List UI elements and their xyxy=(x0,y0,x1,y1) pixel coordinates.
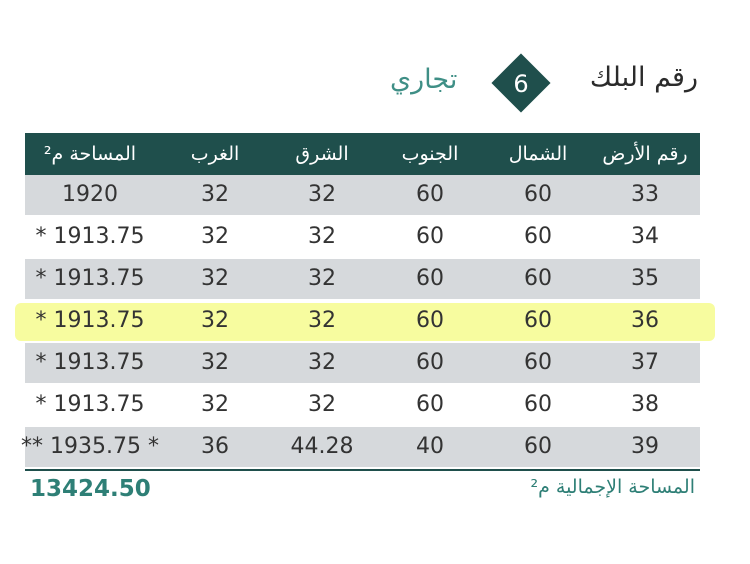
table-cell: 39 xyxy=(631,434,659,459)
row-bg xyxy=(25,343,700,383)
column-header: المساحة م² xyxy=(43,143,137,165)
block-number: 6 xyxy=(513,70,528,98)
table-cell: 32 xyxy=(308,350,336,375)
column-header: الشرق xyxy=(295,143,349,165)
highlight xyxy=(15,303,715,341)
table-cell: 60 xyxy=(416,308,444,333)
table-cell: 40 xyxy=(416,434,444,459)
divider xyxy=(25,469,700,471)
table-cell: 60 xyxy=(416,392,444,417)
row-bg xyxy=(25,259,700,299)
table-cell: 60 xyxy=(416,266,444,291)
table-cell: 32 xyxy=(201,350,229,375)
column-header: الشمال xyxy=(508,143,568,165)
table-cell: ** 1935.75 * xyxy=(21,434,159,459)
table-cell: 32 xyxy=(308,308,336,333)
table-cell: * 1913.75 xyxy=(35,308,145,333)
table-cell: 44.28 xyxy=(290,434,354,459)
total-value: 13424.50 xyxy=(30,476,151,502)
table-cell: * 1913.75 xyxy=(35,224,145,249)
table-cell: 60 xyxy=(524,392,552,417)
table-cell: 60 xyxy=(524,266,552,291)
table-cell: 32 xyxy=(201,308,229,333)
table-cell: 60 xyxy=(524,182,552,207)
table-cell: 37 xyxy=(631,350,659,375)
table-cell: 36 xyxy=(201,434,229,459)
table-cell: 32 xyxy=(201,266,229,291)
table-cell: * 1913.75 xyxy=(35,350,145,375)
table-cell: 35 xyxy=(631,266,659,291)
header-row xyxy=(25,133,700,175)
table-cell: 60 xyxy=(524,308,552,333)
block-badge: 6 xyxy=(488,50,554,116)
column-header: الجنوب xyxy=(401,143,459,165)
table-cell: * 1913.75 xyxy=(35,392,145,417)
total-label: المساحة الإجمالية م² xyxy=(530,476,695,498)
table-cell: 60 xyxy=(416,182,444,207)
table-cell: 33 xyxy=(631,182,659,207)
table-cell: 60 xyxy=(524,350,552,375)
table-cell: 60 xyxy=(416,350,444,375)
table-cell: 32 xyxy=(201,392,229,417)
table-cell: 36 xyxy=(631,308,659,333)
row-bg xyxy=(25,427,700,467)
block-title: رقم البلك xyxy=(589,62,698,93)
table-cell: 32 xyxy=(201,182,229,207)
table-cell: 38 xyxy=(631,392,659,417)
table-cell: 32 xyxy=(308,182,336,207)
block-category: تجاري xyxy=(390,64,458,95)
table-cell: 60 xyxy=(524,224,552,249)
table-cell: 60 xyxy=(416,224,444,249)
row-bg xyxy=(25,175,700,215)
table-cell: 1920 xyxy=(62,182,118,207)
table-cell: 32 xyxy=(201,224,229,249)
column-header: رقم الأرض xyxy=(602,143,688,165)
table-cell: 60 xyxy=(524,434,552,459)
row-bg xyxy=(25,217,700,257)
table-cell: 32 xyxy=(308,266,336,291)
column-header: الغرب xyxy=(190,143,240,165)
row-bg xyxy=(25,385,700,425)
table-cell: * 1913.75 xyxy=(35,266,145,291)
table-cell: 32 xyxy=(308,392,336,417)
table-cell: 34 xyxy=(631,224,659,249)
table-cell: 32 xyxy=(308,224,336,249)
